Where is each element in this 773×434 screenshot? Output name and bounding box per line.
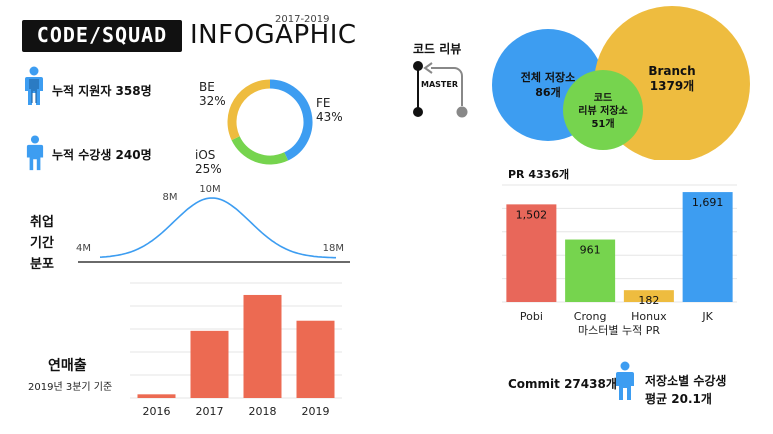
pr-value-label: 1,502	[516, 208, 548, 221]
pr-bar-crong	[565, 239, 616, 302]
person-icon	[616, 361, 634, 400]
branch-diagram-icon	[413, 61, 468, 118]
track-donut-chart	[227, 79, 313, 165]
donut-label-fe: FE 43%	[316, 96, 343, 124]
employment-distribution-title: 취업 기간 분포	[30, 215, 54, 272]
sales-tick-label: 2019	[302, 405, 330, 418]
logo: CODE/SQUAD	[22, 20, 182, 52]
students-stat: 누적 수강생 240명	[52, 148, 152, 162]
bubble-review-repos	[563, 70, 643, 150]
pr-value-label: 1,691	[692, 196, 724, 209]
donut-slice-ios	[231, 136, 289, 165]
pr-title: PR 4336개	[508, 168, 570, 181]
curve-point-label: 8M	[163, 192, 178, 203]
pr-bar-honux	[623, 290, 674, 302]
bubble-total-repos-label: 전체 저장소 86개	[520, 71, 576, 99]
employment-curve-chart: 4M 8M 10M 18M	[76, 184, 350, 263]
curve-point-label: 10M	[199, 184, 220, 195]
pr-bar-pobi	[506, 204, 557, 302]
pr-bar-jk	[682, 192, 733, 302]
logo-text: CODE/SQUAD	[36, 23, 168, 47]
pr-value-label: 182	[638, 294, 659, 307]
sales-bar-2016	[137, 394, 176, 398]
curve-point-label: 4M	[76, 243, 91, 254]
bubble-review-repos-label: 코드 리뷰 저장소 51개	[578, 93, 628, 130]
pr-value-label: 961	[580, 244, 601, 257]
curve-point-label: 18M	[323, 243, 344, 254]
avg-students-label: 저장소별 수강생	[645, 374, 727, 388]
curve-line	[99, 197, 336, 259]
person-icon	[26, 135, 44, 171]
commit-count: Commit 27438개	[508, 377, 617, 391]
code-review-bubbles	[492, 6, 750, 160]
sales-title: 연매출	[48, 358, 87, 374]
donut-label-ios: iOS 25%	[195, 148, 222, 176]
sales-tick-label: 2018	[249, 405, 277, 418]
pr-tick-label: Honux	[631, 310, 667, 323]
applicants-stat: 누적 지원자 358명	[52, 84, 152, 98]
code-review-title: 코드 리뷰	[413, 42, 462, 56]
pr-bar-chart: 1,502 Pobi 961 Crong 182 Honux 1,691 JK	[502, 184, 737, 323]
pr-tick-label: Crong	[574, 310, 607, 323]
bubble-branches-label: Branch 1379개	[648, 64, 696, 93]
donut-slice-be	[227, 79, 271, 141]
master-label: MASTER	[421, 80, 458, 89]
pr-tick-label: Pobi	[520, 310, 543, 323]
sales-bar-2019	[296, 320, 335, 398]
sales-tick-label: 2017	[196, 405, 224, 418]
pr-xlabel: 마스터별 누적 PR	[578, 324, 660, 337]
sales-subtitle: 2019년 3분기 기준	[28, 382, 113, 393]
pr-tick-label: JK	[701, 310, 713, 323]
avg-students-value: 평균 20.1개	[645, 392, 712, 406]
page-title: INFOGAPHIC	[190, 20, 357, 50]
sales-bar-chart: 2016 2017 2018 2019	[130, 282, 342, 418]
year-range: 2017-2019	[275, 14, 330, 25]
sales-bar-2018	[243, 294, 282, 398]
sales-bar-2017	[190, 330, 229, 398]
donut-label-be: BE 32%	[199, 80, 226, 108]
sales-tick-label: 2016	[143, 405, 171, 418]
donut-slice-fe	[269, 79, 313, 161]
person-icon	[25, 66, 43, 105]
